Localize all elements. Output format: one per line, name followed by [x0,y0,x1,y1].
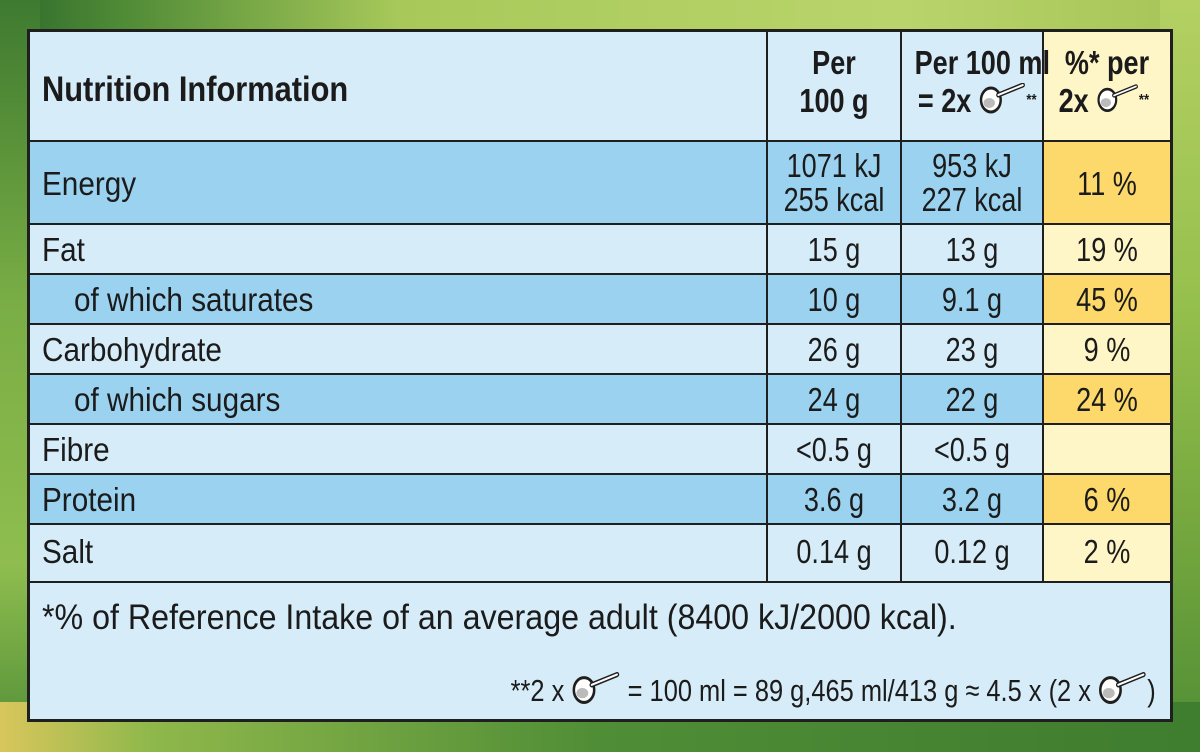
per-100ml-value: 13 g [945,231,999,268]
table-row [30,525,1170,581]
ri-cell [1044,525,1170,581]
footnote-reference-intake: *% of Reference Intake of an average adu… [42,598,957,637]
table-row [30,475,1170,523]
divider [30,140,1170,142]
ri-value: 9 % [1083,331,1131,368]
ri-cell [1044,475,1170,523]
ri-value: 45 % [1076,281,1138,318]
per-100g-value: 1071 kJ 255 kcal [783,147,885,218]
per-100ml-value: 0.12 g [934,533,1010,570]
row-label: of which sugars [74,381,281,418]
row-label: Protein [42,481,137,518]
divider [30,523,1170,525]
header-ri: %* per 2x ** [1055,44,1158,123]
divider [30,323,1170,325]
row-label: Energy [42,165,137,202]
divider [30,423,1170,425]
table-row [30,425,1170,473]
ri-value: 6 % [1083,481,1131,518]
per-100ml-value: 953 kJ 227 kcal [921,147,1023,218]
per-100g-value: 0.14 g [796,533,872,570]
per-100g-value: 24 g [807,381,861,418]
divider [30,473,1170,475]
ri-value: 24 % [1076,381,1138,418]
ri-value: 2 % [1083,533,1131,570]
ri-cell [1044,275,1170,323]
table-row [30,375,1170,423]
column-divider [1042,32,1044,581]
footnote-serving: **2 x = 100 ml = 89 g,465 ml/413 g ≈ 4.5… [511,671,1156,714]
row-label: of which saturates [74,281,314,318]
per-100ml-value: 23 g [945,331,999,368]
ri-cell [1044,375,1170,423]
ri-value: 11 % [1077,165,1137,202]
table-row [30,325,1170,373]
ri-cell [1044,142,1170,223]
divider [30,273,1170,275]
scoop-icon [572,671,621,714]
per-100g-value: 3.6 g [803,481,865,518]
header-per-100g: Per 100 g [799,44,869,119]
divider [30,581,1170,583]
row-label: Fat [42,231,85,268]
per-100ml-value: 3.2 g [941,481,1003,518]
column-divider [900,32,902,581]
row-label: Carbohydrate [42,331,222,368]
header-per-100ml: Per 100 ml = 2x ** [915,44,1050,123]
table-row [30,142,1170,223]
per-100ml-value: 9.1 g [941,281,1003,318]
ri-header-cell [1044,32,1170,140]
per-100ml-value: <0.5 g [933,431,1010,468]
per-100g-value: <0.5 g [795,431,872,468]
table-row [30,225,1170,273]
nutrition-table: Nutrition Information Per 100 g Per 100 … [27,29,1173,722]
table-title: Nutrition Information [42,70,349,109]
row-label: Fibre [42,431,110,468]
per-100g-value: 15 g [807,231,861,268]
row-label: Salt [42,533,94,570]
ri-value: 19 % [1076,231,1138,268]
divider [30,373,1170,375]
per-100g-value: 10 g [807,281,861,318]
per-100g-value: 26 g [807,331,861,368]
ri-cell [1044,425,1170,473]
ri-cell [1044,325,1170,373]
scoop-icon [1096,83,1139,123]
header-row [30,32,1170,140]
column-divider [766,32,768,581]
scoop-icon [979,82,1027,123]
divider [30,223,1170,225]
scoop-icon [1098,671,1147,714]
per-100ml-value: 22 g [945,381,999,418]
ri-cell [1044,225,1170,273]
table-row [30,275,1170,323]
